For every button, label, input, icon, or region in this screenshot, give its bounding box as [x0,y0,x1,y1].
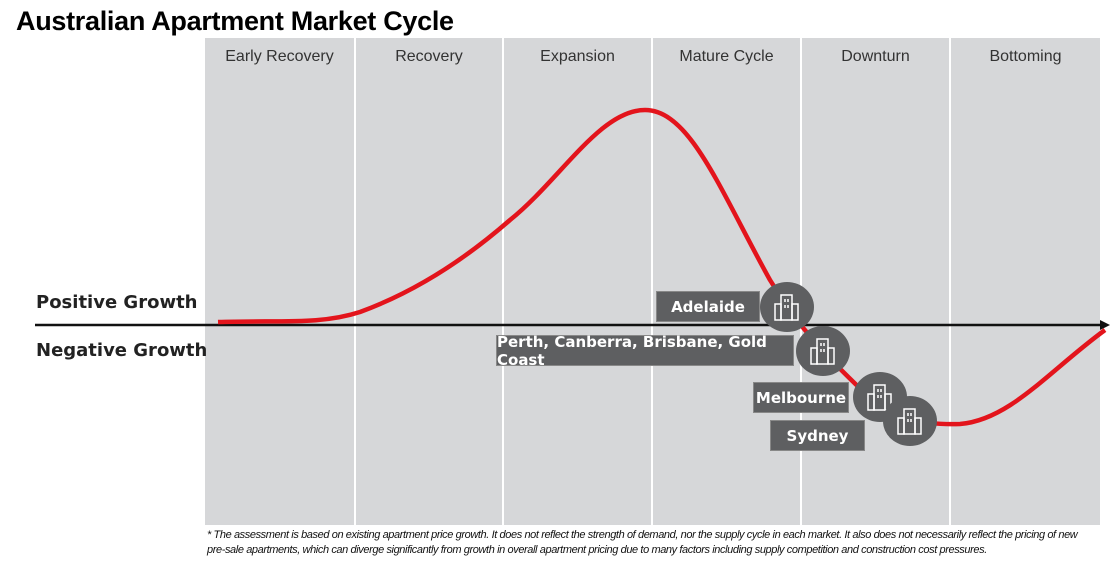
phase-bottoming: Bottoming [949,38,1100,525]
phase-label: Mature Cycle [679,48,774,65]
phase-label: Early Recovery [225,48,334,65]
negative-growth-label: Negative Growth [36,340,208,361]
phase-label: Recovery [395,48,463,65]
phase-recovery: Recovery [354,38,502,525]
cycle-panel: Early Recovery Recovery Expansion Mature… [205,38,1100,525]
footnote: * The assessment is based on existing ap… [207,529,1078,556]
phase-label: Bottoming [989,48,1062,65]
phase-downturn: Downturn [800,38,949,525]
market-label-perth-group: Perth, Canberra, Brisbane, Gold Coast [496,333,794,369]
page-title: Australian Apartment Market Cycle [16,6,454,36]
phase-early-recovery: Early Recovery [205,38,354,525]
axis-arrow-icon [1100,320,1110,330]
phase-label: Downturn [841,48,910,65]
building-icon [883,396,937,446]
phase-expansion: Expansion [502,38,651,525]
building-icon [760,282,814,332]
market-cycle-curve [217,107,1107,427]
market-label-melbourne: Melbourne [753,382,849,413]
phase-mature-cycle: Mature Cycle [651,38,800,525]
market-label-adelaide: Adelaide [656,291,760,322]
positive-growth-label: Positive Growth [36,292,198,313]
phase-label: Expansion [540,48,615,65]
market-label-sydney: Sydney [770,420,865,451]
building-icon [796,326,850,376]
